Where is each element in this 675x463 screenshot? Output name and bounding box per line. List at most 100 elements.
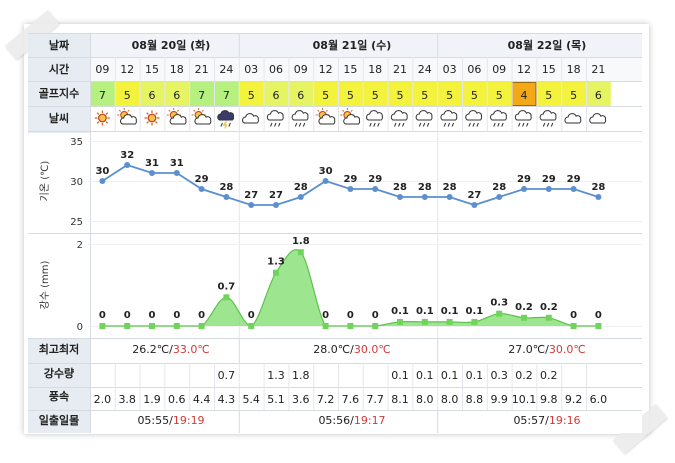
cloud-rain-icon <box>465 110 483 127</box>
temp-data-label: 28 <box>591 182 605 193</box>
temp-point <box>496 194 503 200</box>
temp-point <box>570 186 577 192</box>
temp-point <box>149 170 155 176</box>
golf-index-value: 7 <box>99 89 106 102</box>
weather-icons <box>94 108 607 129</box>
wind-speed-cell: 5.4 <box>242 393 260 406</box>
wind-speed-cell: 5.1 <box>267 393 285 406</box>
rain-axis-label: 강수 (mm) <box>39 260 51 309</box>
temp-point <box>198 186 205 192</box>
cloud-rain-icon <box>539 110 557 127</box>
rain-point <box>99 323 106 329</box>
golf-index-value: 6 <box>173 89 180 102</box>
rain-point <box>471 318 478 325</box>
golf-index-value: 5 <box>570 89 577 102</box>
rain-data-label: 0.1 <box>416 306 434 317</box>
minmax-separator: / <box>350 343 354 356</box>
table-grid <box>28 33 642 433</box>
cloudy-icon <box>242 113 259 124</box>
rain-point <box>173 323 180 329</box>
rain-chart: 0 2 0 0 0 0 0 0.7 0 1.3 1.8 0 0 0 0.1 0.1 0.1 0.1 0.3 0.2 0.… <box>77 236 642 333</box>
golf-index-value: 5 <box>124 89 131 102</box>
rain-point <box>545 314 552 321</box>
rain-data-label: 0.2 <box>540 302 558 313</box>
golf-index-cell <box>114 82 140 106</box>
rain-area-fill <box>102 249 599 326</box>
partly-cloudy-icon <box>340 108 361 125</box>
temp-point <box>521 186 527 192</box>
rain-data-label: 0.2 <box>515 302 533 313</box>
cloud-rain-icon <box>390 110 408 127</box>
wind-speed-cell: 9.2 <box>565 393 583 406</box>
temp-data-label: 28 <box>443 182 457 193</box>
rain-point <box>322 323 329 329</box>
golf-index-value: 5 <box>347 89 354 102</box>
rain-point <box>273 269 279 276</box>
minmax-separator: / <box>545 343 549 356</box>
golf-index-cell <box>362 82 388 106</box>
minmax-day-3: 27.0℃/30.0℃ <box>508 343 585 356</box>
wind-speed-cell: 2.0 <box>94 393 112 406</box>
rain-amount-cell: 0.7 <box>218 369 236 382</box>
rain-point <box>496 310 503 317</box>
hour-label: 06 <box>467 63 481 76</box>
cloud-rain-icon <box>366 110 383 127</box>
date-label: 날짜 <box>49 38 70 52</box>
rain-data-label: 1.3 <box>267 257 285 268</box>
golf-index-cells: 7 5 6 6 7 7 5 6 6 5 5 5 5 5 5 5 5 4 5 5 6 <box>90 82 611 106</box>
partly-cloudy-icon <box>166 108 187 125</box>
rain-point <box>421 318 428 325</box>
rain-point <box>372 323 379 329</box>
sun-icon <box>94 110 110 126</box>
temp-point <box>397 194 403 200</box>
hour-label: 18 <box>368 63 382 76</box>
hour-label: 09 <box>492 63 506 76</box>
date-row <box>28 33 642 57</box>
rain-point <box>223 294 230 301</box>
hour-label: 15 <box>542 63 556 76</box>
golf-index-cell <box>561 82 586 106</box>
golf-index-cell <box>486 82 512 106</box>
hour-label: 21 <box>195 63 209 76</box>
temp-point <box>99 178 106 184</box>
golf-index-value: 6 <box>297 89 304 102</box>
wind-speed-cell: 4.3 <box>218 393 236 406</box>
hour-label: 18 <box>567 63 581 76</box>
golf-index-value: 5 <box>372 89 379 102</box>
label-column-top <box>28 33 90 133</box>
max-temp-day-1: 33.0℃ <box>173 343 210 356</box>
rain-data-label: 0.1 <box>466 306 484 317</box>
sun-separator: / <box>169 414 173 427</box>
golf-index-cell <box>412 82 438 106</box>
hour-label: 12 <box>120 63 134 76</box>
golf-index-cell <box>189 82 214 106</box>
hour-label: 15 <box>343 63 357 76</box>
min-temp-day-2: 28.0℃ <box>313 343 350 356</box>
rain-point <box>248 323 255 329</box>
wind-speed-cell: 10.1 <box>512 393 537 406</box>
temp-data-label: 28 <box>393 182 407 193</box>
hour-label: 24 <box>418 63 432 76</box>
temp-tick-label: 35 <box>70 137 83 148</box>
temp-data-label: 28 <box>492 182 506 193</box>
rain-data-label: 0 <box>595 310 602 321</box>
rain-data-label: 0 <box>99 310 106 321</box>
rain-tick-label: 2 <box>77 240 83 251</box>
rain-point <box>446 318 453 325</box>
day-header-3: 08월 22일 (목) <box>508 38 587 52</box>
cloud-rain-icon <box>415 110 433 127</box>
temp-point <box>446 194 453 200</box>
hour-label: 03 <box>443 63 457 76</box>
temp-data-label: 27 <box>244 190 258 201</box>
cloudy-icon <box>564 113 582 124</box>
rain-amount-cell: 0.3 <box>490 369 508 382</box>
temp-data-label: 27 <box>269 190 283 201</box>
hour-label: 06 <box>269 63 283 76</box>
temp-data-label: 31 <box>145 158 159 169</box>
cloud-rain-icon <box>440 110 458 127</box>
wind-speed-cell: 1.9 <box>143 393 161 406</box>
wind-speed-cell: 7.6 <box>342 393 360 406</box>
time-label: 시간 <box>49 62 69 76</box>
day-header-2: 08월 21일 (수) <box>313 38 392 52</box>
hour-label: 09 <box>95 63 109 76</box>
